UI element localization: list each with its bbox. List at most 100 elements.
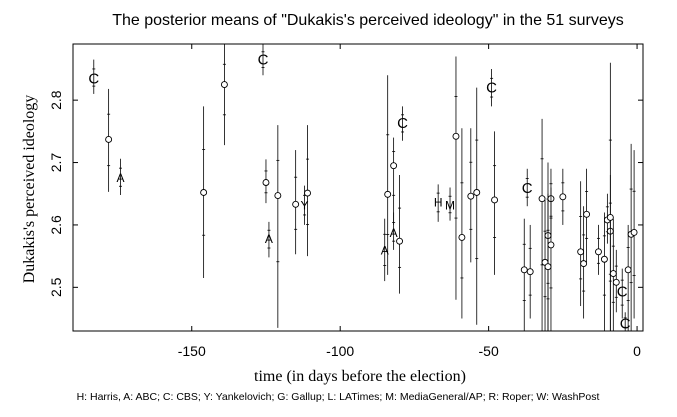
point-marker [491, 196, 499, 204]
point-marker [547, 241, 555, 249]
y-axis-label: Dukakis's perceived ideology [21, 95, 38, 284]
data-point: A [381, 218, 389, 282]
point-marker [520, 266, 528, 274]
point-marker [612, 278, 620, 286]
y-tick-label: 2.7 [48, 153, 64, 173]
data-point [627, 143, 635, 331]
point-marker [304, 189, 311, 197]
data-point [547, 187, 555, 331]
chart-title: The posterior means of "Dukakis's percei… [112, 12, 624, 29]
data-point [396, 175, 404, 294]
data-point: M [445, 187, 455, 221]
point-label: Y [301, 198, 309, 212]
data-point [609, 218, 617, 331]
data-point [390, 137, 398, 225]
data-point [220, 44, 228, 146]
point-marker [458, 233, 466, 241]
point-marker [467, 192, 475, 200]
point-marker [396, 237, 404, 245]
data-point [606, 62, 614, 331]
data-point: C [397, 106, 408, 141]
point-label: C [258, 52, 269, 69]
y-axis: 2.5 2.6 2.7 2.8 [48, 90, 643, 297]
point-marker [526, 268, 534, 276]
data-point [274, 125, 282, 328]
x-axis-label: time (in days before the election) [254, 368, 466, 385]
data-point [384, 75, 392, 275]
point-label: C [617, 284, 628, 301]
data-point [304, 125, 311, 257]
data-point [559, 168, 567, 225]
data-point [105, 88, 113, 192]
point-marker [452, 132, 460, 140]
data-point [491, 131, 499, 275]
x-tick-label: 0 [633, 343, 641, 359]
point-marker [595, 248, 602, 256]
data-point [600, 212, 608, 331]
data-point: C [620, 312, 631, 333]
point-label: C [486, 80, 497, 97]
point-marker [609, 270, 617, 278]
data-point [630, 150, 638, 319]
data-point: H [434, 184, 443, 222]
data-point [583, 168, 591, 263]
data-point [612, 249, 620, 313]
point-marker [624, 266, 632, 274]
point-marker [559, 193, 567, 201]
data-point [526, 224, 534, 319]
point-marker [105, 136, 113, 143]
point-marker [630, 228, 638, 236]
point-label: C [397, 115, 408, 132]
point-marker [583, 210, 591, 218]
point-label: C [620, 316, 631, 333]
data-point [580, 206, 588, 319]
data-point [577, 181, 585, 307]
data-point [262, 159, 270, 204]
point-marker [600, 255, 608, 263]
point-marker [580, 260, 588, 268]
data-point [595, 224, 602, 275]
data-point [520, 218, 528, 331]
x-axis: -150 -100 -50 0 [178, 44, 641, 359]
data-point [200, 106, 208, 278]
point-marker [262, 179, 270, 186]
data-point [544, 193, 552, 331]
data-point: C [522, 168, 533, 207]
point-marker [274, 192, 282, 200]
data-point [458, 128, 466, 319]
point-marker [390, 162, 398, 170]
point-marker [577, 248, 585, 256]
plot-frame [72, 43, 644, 332]
point-label: A [116, 171, 124, 185]
point-marker [220, 81, 228, 89]
point-label: A [265, 232, 273, 246]
point-label: A [381, 243, 389, 257]
point-label: A [390, 226, 398, 240]
point-marker [606, 213, 614, 221]
data-point [624, 224, 632, 331]
y-tick-label: 2.6 [48, 215, 64, 235]
data-point [473, 87, 481, 325]
point-marker [292, 200, 300, 208]
data-point: C [617, 268, 628, 319]
data-point: A [265, 221, 273, 258]
data-point: C [88, 59, 99, 94]
data-point [452, 56, 460, 300]
point-label: C [88, 70, 99, 87]
point-marker [473, 189, 481, 196]
point-marker [538, 195, 546, 203]
data-point: C [486, 68, 497, 107]
point-label: H [434, 195, 443, 209]
data-point [292, 150, 300, 255]
point-marker [544, 263, 552, 271]
data-point [538, 118, 546, 331]
point-marker [200, 189, 208, 196]
point-label: C [522, 180, 533, 197]
x-tick-label: -150 [178, 343, 206, 359]
x-tick-label: -50 [479, 343, 499, 359]
footnote: H: Harris, A: ABC; C: CBS; Y: Yankelovic… [77, 391, 600, 403]
data-point [467, 128, 475, 263]
y-tick-label: 2.5 [48, 277, 64, 297]
